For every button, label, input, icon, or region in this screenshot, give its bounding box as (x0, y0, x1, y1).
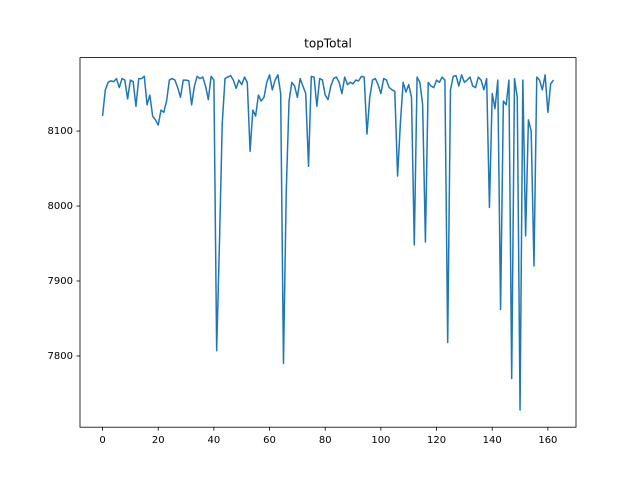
x-tick-label: 120 (427, 435, 446, 446)
y-tick-label: 7900 (48, 276, 73, 287)
x-tick-label: 80 (319, 435, 332, 446)
y-tick-label: 8000 (48, 201, 73, 212)
y-tick-label: 7800 (48, 351, 73, 362)
data-line (101, 74, 555, 411)
x-tick-label: 20 (152, 435, 165, 446)
x-tick-label: 100 (371, 435, 390, 446)
x-tick-label: 160 (538, 435, 557, 446)
y-tick-label: 8100 (48, 126, 73, 137)
x-tick-label: 0 (99, 435, 105, 446)
x-tick-label: 140 (483, 435, 502, 446)
x-tick-label: 60 (263, 435, 276, 446)
chart-title: topTotal (304, 37, 352, 51)
x-tick-label: 40 (208, 435, 221, 446)
axes-frame (79, 57, 577, 428)
